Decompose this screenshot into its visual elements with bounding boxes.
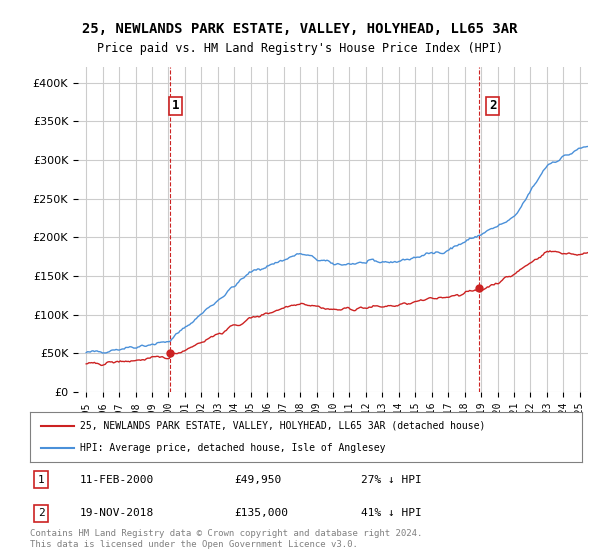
- Text: 1: 1: [38, 474, 44, 484]
- Text: 11-FEB-2000: 11-FEB-2000: [80, 474, 154, 484]
- Text: 2: 2: [489, 99, 496, 113]
- Text: Contains HM Land Registry data © Crown copyright and database right 2024.
This d: Contains HM Land Registry data © Crown c…: [30, 529, 422, 549]
- Text: 27% ↓ HPI: 27% ↓ HPI: [361, 474, 422, 484]
- Text: 25, NEWLANDS PARK ESTATE, VALLEY, HOLYHEAD, LL65 3AR: 25, NEWLANDS PARK ESTATE, VALLEY, HOLYHE…: [82, 22, 518, 36]
- Text: £49,950: £49,950: [234, 474, 281, 484]
- Text: 1: 1: [172, 99, 179, 113]
- Text: 2: 2: [38, 508, 44, 518]
- Text: HPI: Average price, detached house, Isle of Anglesey: HPI: Average price, detached house, Isle…: [80, 443, 385, 453]
- Text: 25, NEWLANDS PARK ESTATE, VALLEY, HOLYHEAD, LL65 3AR (detached house): 25, NEWLANDS PARK ESTATE, VALLEY, HOLYHE…: [80, 421, 485, 431]
- Text: 41% ↓ HPI: 41% ↓ HPI: [361, 508, 422, 518]
- Text: 19-NOV-2018: 19-NOV-2018: [80, 508, 154, 518]
- Text: £135,000: £135,000: [234, 508, 288, 518]
- Text: Price paid vs. HM Land Registry's House Price Index (HPI): Price paid vs. HM Land Registry's House …: [97, 42, 503, 55]
